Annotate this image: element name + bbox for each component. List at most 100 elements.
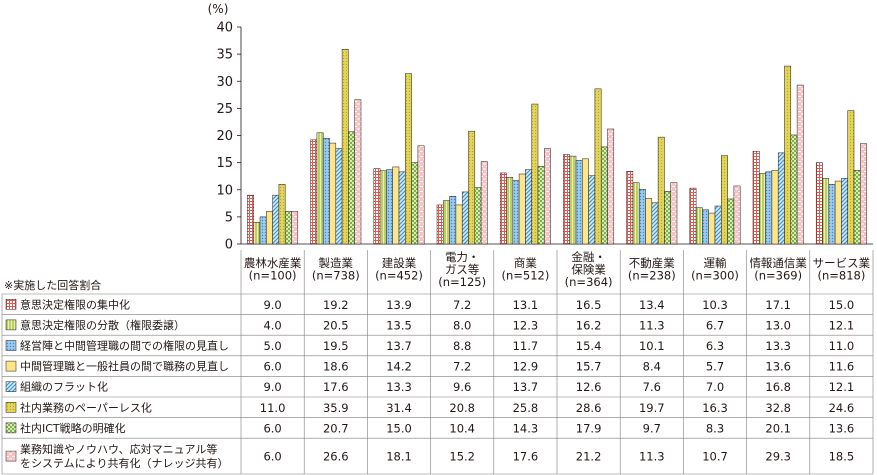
y-tick-label: 35: [216, 48, 233, 63]
bar-7-1: [284, 211, 292, 245]
bar-5-2: [335, 148, 343, 245]
data-label-3-9: 13.3: [765, 339, 791, 353]
bar-8-4: [480, 161, 488, 245]
data-label-6-3: 31.4: [386, 401, 412, 415]
bar-2-4: [443, 200, 450, 245]
data-label-8-2: 26.6: [323, 450, 349, 464]
bar-5-6: [588, 175, 596, 245]
bar-3-1: [259, 216, 267, 245]
data-label-7-1: 6.0: [263, 421, 281, 435]
data-label-3-6: 15.4: [576, 339, 602, 353]
bar-7-10: [853, 169, 861, 245]
bar-8-3: [417, 145, 425, 245]
data-label-7-2: 20.7: [323, 421, 349, 435]
category-label: 不動産業: [629, 256, 675, 270]
bar-7-2: [348, 131, 355, 245]
data-label-1-9: 17.1: [765, 298, 791, 312]
bar-2-6: [569, 155, 577, 245]
legend-label-8: 業務知識やノウハウ、応対マニュアル等: [20, 442, 217, 456]
bar-5-7: [651, 202, 659, 245]
data-label-7-9: 20.1: [765, 421, 791, 435]
data-label-8-5: 17.6: [513, 450, 539, 464]
bar-3-10: [828, 184, 836, 245]
bar-6-9: [784, 65, 792, 245]
data-label-1-10: 15.0: [829, 298, 855, 312]
y-axis: 0 5 10 15 20 25 30 35 40: [216, 21, 242, 253]
bar-6-2: [341, 48, 349, 245]
bar-2-10: [822, 178, 830, 245]
data-label-2-5: 12.3: [513, 318, 539, 332]
bar-3-6: [575, 160, 583, 245]
legend-label-8: をシステムにより共有化（ナレッジ共有）: [20, 456, 228, 470]
data-label-6-4: 20.8: [449, 401, 475, 415]
category-label: 運輸: [704, 256, 727, 270]
data-label-8-7: 11.3: [639, 450, 665, 464]
category-label: (n=300): [691, 269, 739, 283]
category-label: 保険業: [571, 263, 606, 277]
bar-5-8: [714, 205, 722, 245]
bar-3-7: [638, 188, 646, 245]
data-label-3-10: 11.0: [829, 339, 855, 353]
data-label-4-1: 6.0: [263, 360, 281, 374]
data-label-2-10: 12.1: [829, 318, 855, 332]
data-label-6-5: 25.8: [513, 401, 539, 415]
data-label-6-10: 24.6: [829, 401, 855, 415]
bar-4-6: [582, 158, 589, 245]
data-label-4-4: 7.2: [453, 360, 471, 374]
data-label-8-1: 6.0: [263, 450, 281, 464]
data-label-1-4: 7.2: [453, 298, 471, 312]
data-label-1-8: 10.3: [702, 298, 728, 312]
legend-swatch-5: [5, 381, 17, 392]
category-label: (n=818): [817, 269, 865, 283]
data-label-4-10: 11.6: [829, 360, 855, 374]
data-label-4-3: 14.2: [386, 360, 412, 374]
legend-swatch-3: [5, 340, 17, 351]
data-label-3-3: 13.7: [386, 339, 412, 353]
data-label-5-8: 7.0: [706, 380, 724, 394]
y-tick-label: 30: [216, 75, 233, 90]
bar-4-5: [518, 173, 526, 245]
category-label: (n=452): [375, 269, 423, 283]
bar-4-8: [708, 212, 716, 245]
bar-8-5: [544, 148, 551, 245]
data-label-8-4: 15.2: [449, 450, 475, 464]
bar-1-3: [373, 168, 381, 245]
category-label: 農林水産業: [244, 256, 302, 270]
legend-label-3: 経営陣と中間管理職の間での権限の見直し: [20, 339, 229, 353]
category-label: (n=125): [438, 275, 486, 289]
data-label-7-7: 9.7: [643, 421, 661, 435]
legend-swatch-1: [5, 299, 17, 310]
data-label-4-8: 5.7: [706, 360, 724, 374]
bar-1-7: [626, 171, 634, 245]
data-label-6-8: 16.3: [702, 401, 728, 415]
data-label-8-3: 18.1: [386, 450, 412, 464]
category-label: 電力・: [445, 250, 480, 264]
y-tick-label: 15: [216, 156, 233, 171]
bar-4-1: [266, 211, 273, 245]
data-label-3-8: 6.3: [706, 339, 724, 353]
bar-6-3: [405, 73, 412, 245]
data-label-5-10: 12.1: [829, 380, 855, 394]
bar-4-9: [771, 169, 779, 245]
data-label-5-9: 16.8: [765, 380, 791, 394]
bar-1-5: [499, 172, 507, 245]
legend-swatch-6: [5, 402, 17, 413]
bar-6-8: [721, 155, 728, 245]
category-label: 製造業: [319, 256, 354, 270]
legend-label-2: 意思決定権限の分散（権限委譲）: [20, 318, 185, 332]
bar-1-10: [815, 162, 823, 245]
bar-4-3: [392, 166, 400, 245]
data-label-7-10: 13.6: [829, 421, 855, 435]
bar-2-1: [253, 222, 261, 245]
data-label-8-10: 18.5: [829, 450, 855, 464]
bar-8-7: [670, 182, 678, 245]
legend-swatch-7: [5, 422, 17, 434]
category-label: (n=364): [565, 275, 613, 289]
data-label-8-6: 21.2: [576, 450, 602, 464]
bar-5-3: [398, 171, 406, 245]
data-label-1-6: 16.5: [576, 298, 602, 312]
bar-8-9: [796, 84, 804, 245]
legend-label-6: 社内業務のペーパーレス化: [20, 400, 152, 414]
bar-6-4: [468, 130, 476, 245]
